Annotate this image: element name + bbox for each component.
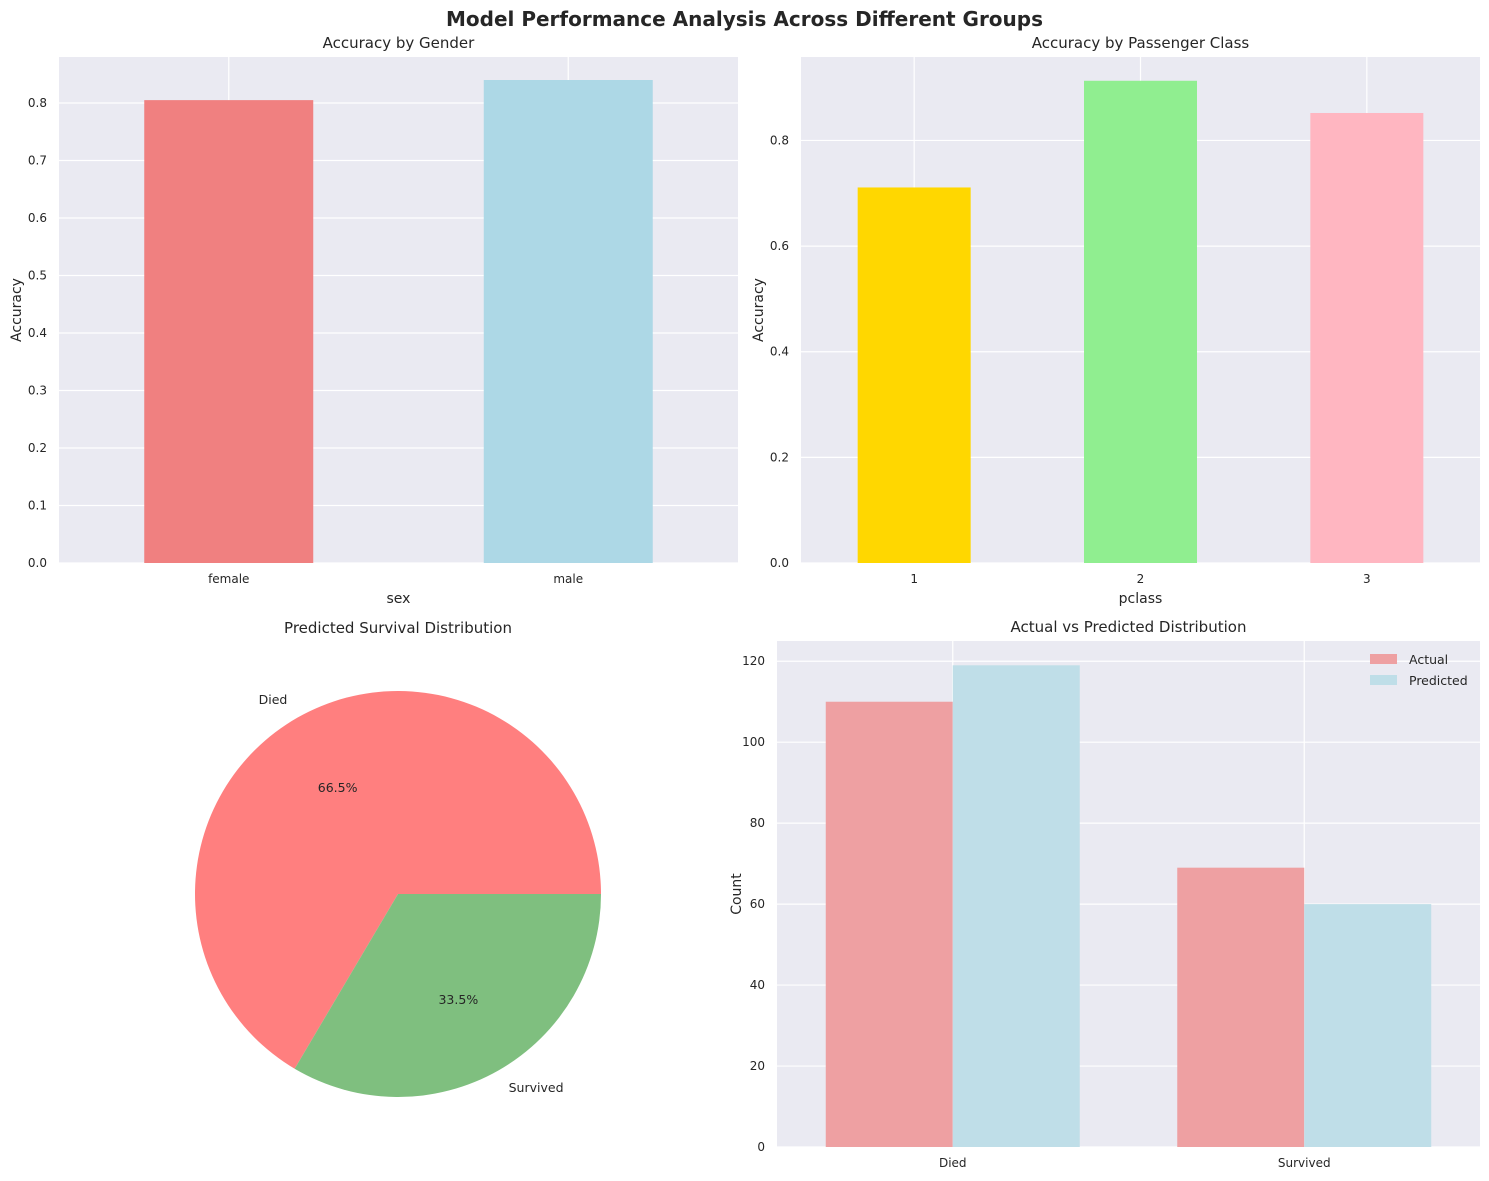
x-tick-label: 3 [1363, 572, 1371, 586]
y-tick-label: 0.8 [28, 96, 47, 110]
x-tick-label: Survived [1278, 1156, 1331, 1170]
y-tick-label: 0.4 [770, 345, 789, 359]
bar-male [483, 80, 653, 563]
bar-predicted-died [952, 665, 1080, 1147]
y-tick-label: 120 [742, 654, 765, 668]
pie-pct-label: 33.5% [438, 992, 478, 1007]
pie-pct-label: 66.5% [318, 780, 358, 795]
survival-pie-chart: Died 66.5% Survived 33.5% Predicted Survival… [195, 619, 602, 1097]
figure-title: Model Performance Analysis Across Differ… [446, 7, 1043, 31]
x-tick-label: 2 [1137, 572, 1145, 586]
pie-slice-died [195, 690, 602, 1069]
bar-female [144, 100, 314, 563]
pie-label-died: Died [259, 692, 288, 707]
y-tick-label: 60 [750, 897, 765, 911]
bar-actual-survived [1177, 867, 1305, 1147]
actual-vs-predicted-chart: 0 20 40 60 80 100 120 Died Survived Actual vs Pre… [729, 618, 1480, 1170]
chart-title: Predicted Survival Distribution [284, 619, 512, 637]
legend-swatch-actual [1370, 654, 1397, 664]
x-axis-label: pclass [1119, 591, 1163, 607]
bar-predicted-survived [1304, 904, 1432, 1147]
pie-label-survived: Survived [509, 1080, 564, 1095]
y-tick-label: 80 [750, 816, 765, 830]
bar-actual-died [825, 701, 953, 1147]
legend-label-actual: Actual [1409, 652, 1448, 667]
y-tick-label: 0.3 [28, 384, 47, 398]
class-accuracy-chart: 0.0 0.2 0.4 0.6 0.8 1 2 3 Accuracy by Passenger … [751, 34, 1480, 607]
y-tick-label: 0.7 [28, 154, 47, 168]
legend-swatch-predicted [1370, 675, 1397, 685]
y-tick-label: 40 [750, 978, 765, 992]
y-tick-label: 0.0 [28, 556, 47, 570]
legend-label-predicted: Predicted [1409, 673, 1468, 688]
y-tick-label: 0.1 [28, 499, 47, 513]
pie-slice-survived [294, 894, 601, 1097]
y-axis-label: Accuracy [9, 278, 25, 342]
x-axis-label: sex [387, 591, 411, 607]
y-tick-label: 100 [742, 735, 765, 749]
y-tick-label: 0 [757, 1140, 765, 1154]
gender-accuracy-chart: 0.0 0.1 0.2 0.3 0.4 0.5 0.6 0.7 0.8 female male Acc… [9, 34, 738, 607]
y-tick-label: 0.5 [28, 269, 47, 283]
chart-title: Accuracy by Passenger Class [1032, 34, 1250, 52]
chart-title: Accuracy by Gender [323, 34, 476, 52]
x-tick-label: 1 [910, 572, 918, 586]
bar-1 [857, 187, 971, 564]
y-tick-label: 0.2 [28, 441, 47, 455]
y-tick-label: 0.6 [28, 211, 47, 225]
y-tick-label: 0.0 [770, 556, 789, 570]
bar-2 [1084, 80, 1197, 564]
y-axis-label: Accuracy [751, 278, 767, 342]
x-tick-label: Died [939, 1156, 967, 1170]
chart-title: Actual vs Predicted Distribution [1011, 618, 1247, 636]
x-tick-label: male [553, 572, 583, 586]
y-tick-label: 20 [750, 1059, 765, 1073]
y-tick-label: 0.4 [28, 326, 47, 340]
y-tick-label: 0.2 [770, 450, 789, 464]
y-tick-label: 0.8 [770, 133, 789, 147]
y-tick-label: 0.6 [770, 239, 789, 253]
y-axis-label: Count [729, 873, 745, 915]
x-tick-label: female [208, 572, 249, 586]
bar-3 [1310, 112, 1424, 563]
